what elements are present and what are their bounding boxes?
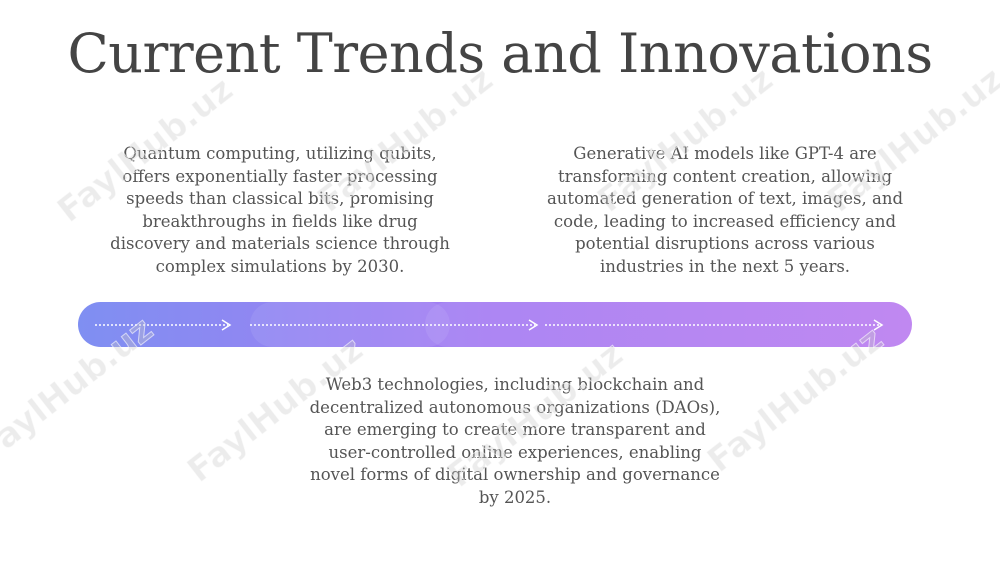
text-line: offers exponentially faster processing: [122, 166, 438, 186]
text-block: Generative AI models like GPT-4 are trans…: [525, 143, 925, 278]
text-line: discovery and materials science through: [110, 234, 450, 253]
text-block: Quantum computing, utilizing qubits, offe…: [80, 143, 480, 278]
text-line: transforming content creation, allowing: [557, 166, 893, 186]
timeline-segment: [425, 302, 912, 347]
slide-title: Current Trends and Innovations: [67, 22, 933, 85]
text-line: decentralized autonomous organizations (…: [309, 397, 721, 417]
text-line: Web3 technologies, including blockchain …: [325, 375, 705, 394]
timeline-arrows: [95, 319, 884, 331]
text-line: automated generation of text, images, an…: [546, 189, 904, 208]
text-line: industries in the next 5 years.: [599, 256, 851, 276]
text-line: are emerging to create more transparent …: [324, 420, 706, 439]
text-line: user-controlled online experiences, enab…: [328, 442, 702, 462]
text-line: potential disruptions across various: [575, 234, 875, 253]
text-block: Web3 technologies, including blockchain …: [265, 374, 765, 509]
text-line: novel forms of digital ownership and gov…: [310, 465, 720, 484]
text-line: speeds than classical bits, promising: [126, 189, 434, 208]
text-line: code, leading to increased efficiency an…: [553, 211, 897, 231]
text-line: Quantum computing, utilizing qubits,: [123, 144, 437, 163]
text-line: breakthroughs in fields like drug: [142, 211, 418, 231]
text-line: by 2025.: [478, 487, 552, 507]
text-line: complex simulations by 2030.: [155, 256, 405, 276]
text-line: Generative AI models like GPT-4 are: [573, 144, 877, 163]
